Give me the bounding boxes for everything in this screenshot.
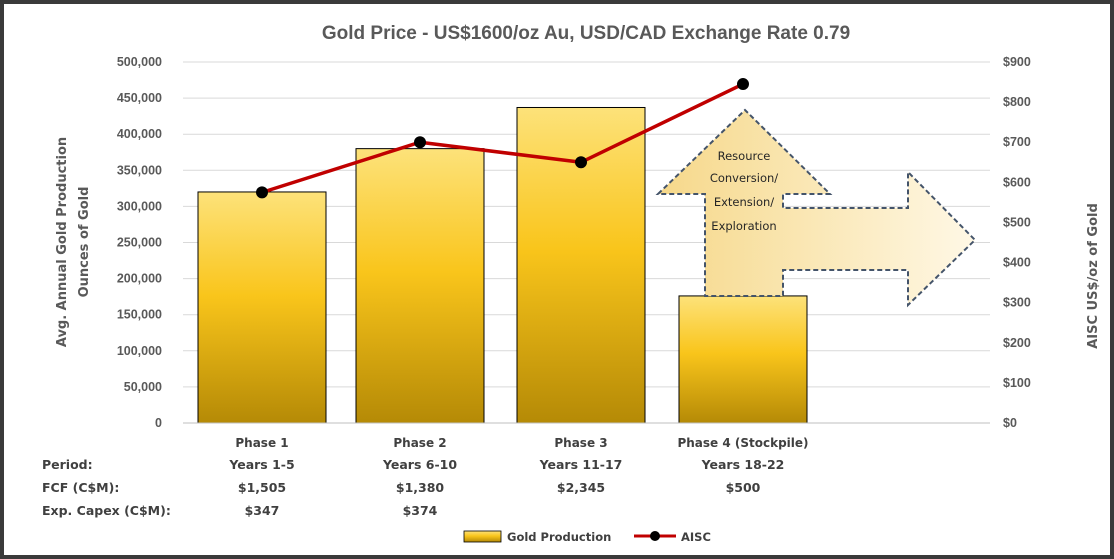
left-axis-label-line-2: Ounces of Gold [77, 187, 92, 298]
annotation-arrow-shape [655, 108, 977, 308]
left-tick-label: 200,000 [117, 272, 162, 286]
left-tick-label: 350,000 [117, 163, 162, 177]
category-label: Phase 1 [235, 436, 288, 450]
left-axis-label-line-1: Avg. Annual Gold Production [55, 137, 70, 347]
table-cell: Years 11-17 [539, 457, 623, 472]
legend-gold-production-swatch [463, 530, 502, 543]
left-tick-label: 150,000 [117, 308, 162, 322]
annotation-line-2: Conversion/ [710, 171, 778, 185]
table-row-label: Exp. Capex (C$M): [42, 503, 171, 518]
table-cell: Years 18-22 [701, 457, 785, 472]
bar-series [183, 106, 990, 424]
annotation-arrow: Resource Conversion/ Extension/ Explorat… [655, 108, 977, 308]
legend-aisc-label: AISC [681, 530, 711, 544]
legend-aisc-marker [650, 531, 660, 541]
left-tick-label: 450,000 [117, 91, 162, 105]
table-row-label: FCF (C$M): [42, 480, 119, 495]
table-row-label: Period: [42, 457, 93, 472]
bar-gold-production [516, 106, 646, 424]
annotation-line-4: Exploration [711, 219, 776, 233]
category-label: Phase 3 [554, 436, 607, 450]
left-tick-label: 0 [155, 416, 162, 430]
left-tick-label: 250,000 [117, 236, 162, 250]
left-tick-label: 50,000 [124, 380, 162, 394]
right-tick-label: $900 [1003, 55, 1031, 69]
bar-gold-production [678, 295, 808, 424]
table-cell: Years 1-5 [228, 457, 294, 472]
right-tick-label: $700 [1003, 135, 1031, 149]
table-cell: $2,345 [557, 480, 605, 495]
category-label: Phase 4 (Stockpile) [677, 436, 808, 450]
annotation-line-1: Resource [718, 149, 771, 163]
right-tick-label: $0 [1003, 416, 1017, 430]
left-tick-label: 500,000 [117, 55, 162, 69]
legend-gold-production-label: Gold Production [507, 530, 611, 544]
annotation-line-3: Extension/ [714, 195, 774, 209]
bar-gold-production [355, 148, 485, 424]
left-axis-ticks: 0 50,000 100,000 150,000 200,000 250,000 300,0… [117, 55, 162, 430]
aisc-line-series [256, 78, 749, 199]
aisc-line [261, 82, 744, 195]
right-tick-label: $300 [1003, 296, 1031, 310]
left-tick-label: 100,000 [117, 344, 162, 358]
data-table: Period: Years 1-5 Years 6-10 Years 11-17 Yea… [42, 457, 784, 518]
table-cell: $1,380 [396, 480, 445, 495]
table-cell: $374 [403, 503, 438, 518]
category-label: Phase 2 [393, 436, 446, 450]
aisc-point [737, 78, 749, 91]
table-cell: Years 6-10 [382, 457, 457, 472]
right-tick-label: $400 [1003, 256, 1031, 270]
right-tick-label: $600 [1003, 175, 1031, 189]
left-tick-label: 300,000 [117, 199, 162, 213]
table-cell: $500 [726, 480, 761, 495]
right-tick-label: $500 [1003, 215, 1031, 229]
category-labels: Phase 1 Phase 2 Phase 3 Phase 4 (Stockpile) [235, 436, 808, 450]
aisc-point [575, 156, 587, 169]
chart-title: Gold Price - US$1600/oz Au, USD/CAD Exch… [322, 23, 850, 44]
table-cell: $1,505 [238, 480, 286, 495]
aisc-point [414, 136, 426, 149]
right-tick-label: $100 [1003, 376, 1031, 390]
aisc-point [256, 186, 268, 199]
right-axis-ticks: $0 $100 $200 $300 $400 $500 $600 $700 $800 $900 [1003, 55, 1031, 430]
table-cell: $347 [245, 503, 280, 518]
right-tick-label: $200 [1003, 336, 1031, 350]
right-tick-label: $800 [1003, 95, 1031, 109]
bar-gold-production [197, 191, 327, 424]
left-tick-label: 400,000 [117, 127, 162, 141]
legend: Gold Production AISC [463, 530, 711, 544]
right-axis-label: AISC US$/oz of Gold [1086, 203, 1101, 349]
